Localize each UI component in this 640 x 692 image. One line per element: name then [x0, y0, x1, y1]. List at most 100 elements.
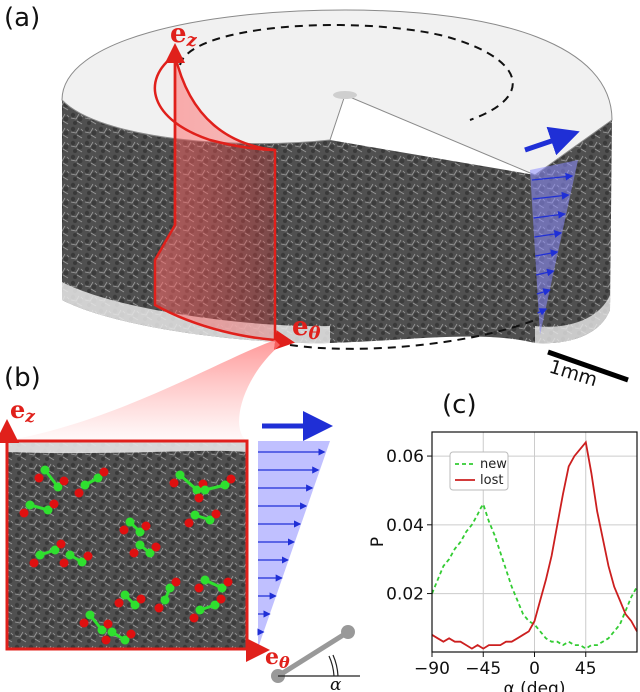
- contact-particle: [56, 539, 66, 549]
- shear-arrow: [532, 191, 570, 200]
- contact-particle: [43, 505, 53, 515]
- contact-particle: [135, 540, 145, 550]
- contact-particle: [160, 595, 170, 605]
- contact-particle: [40, 465, 50, 475]
- contact-particle: [220, 480, 230, 490]
- contact-particle: [154, 603, 164, 613]
- series-line-new: [431, 502, 638, 650]
- cylinder-cut-face: [330, 140, 535, 343]
- contact-particle: [29, 558, 39, 568]
- contact-particle: [74, 488, 84, 498]
- shear-arrow: [535, 249, 559, 257]
- contact-particle: [80, 480, 90, 490]
- contact-particle: [136, 594, 146, 604]
- contact-particle: [119, 525, 129, 535]
- contact-particle: [135, 527, 145, 537]
- shear-arrow: [531, 172, 574, 181]
- panel-a: (a) ez eθ 1mm: [4, 3, 629, 391]
- contact-particle: [34, 473, 44, 483]
- x-tick-label: −45: [465, 659, 501, 679]
- contact-particle: [189, 613, 199, 623]
- contact-particle: [195, 605, 205, 615]
- contact-particle: [120, 635, 130, 645]
- contact-particle: [141, 521, 151, 531]
- zoom-top-band: [7, 441, 247, 454]
- contact-particle: [200, 485, 210, 495]
- contact-particle: [49, 499, 59, 509]
- contact-particle: [145, 548, 155, 558]
- legend-label-new: new: [480, 457, 507, 472]
- shear-arrow: [536, 288, 552, 296]
- contact-particle: [216, 594, 226, 604]
- shear-arrow: [534, 230, 563, 238]
- x-axis-label: α (deg): [504, 679, 566, 692]
- shear-arrows-a: [531, 172, 574, 316]
- contact-particle: [194, 493, 204, 503]
- dashed-circle-top: [179, 24, 514, 121]
- contact-particle: [205, 515, 215, 525]
- contact-particle: [65, 550, 75, 560]
- y-tick-label: 0.02: [386, 585, 424, 605]
- angle-rod: [276, 629, 350, 679]
- cylinder-bottom-band-right: [535, 295, 610, 344]
- zoom-frame: [5, 439, 249, 651]
- x-tick-label: 0: [529, 659, 540, 679]
- scale-bar-label: 1mm: [547, 356, 600, 391]
- contact-particle: [223, 577, 233, 587]
- shear-arrow: [537, 308, 548, 316]
- etheta-label-b: eθ: [265, 644, 290, 672]
- cylinder-center: [333, 91, 357, 99]
- contact-particle: [129, 548, 139, 558]
- contact-particle: [114, 598, 124, 608]
- shear-profile-a: [530, 160, 578, 335]
- angle-arc-2: [332, 654, 339, 677]
- contact-pairs: [19, 465, 236, 645]
- shear-profile-b: [258, 441, 330, 648]
- shear-arrow: [535, 268, 555, 277]
- x-tick-label: 45: [575, 659, 597, 679]
- contact-particle: [85, 610, 95, 620]
- contact-particle: [25, 500, 35, 510]
- contact-particle: [130, 600, 140, 610]
- panel-c-label: (c): [442, 390, 477, 420]
- contact-particle: [107, 627, 117, 637]
- x-tick-label: −90: [414, 659, 450, 679]
- contact-particle: [184, 518, 194, 528]
- contact-particle: [101, 635, 111, 645]
- ez-label-a: ez: [170, 19, 198, 51]
- angle-label: α: [330, 675, 342, 692]
- contact-particle: [83, 551, 93, 561]
- zoom-image: [7, 441, 247, 649]
- y-axis-label: P: [368, 537, 388, 547]
- contact-particle: [103, 619, 113, 629]
- contact-particle: [169, 478, 179, 488]
- contact-particle: [19, 508, 29, 518]
- contact-particle: [175, 470, 185, 480]
- contact-particle: [50, 545, 60, 555]
- contact-particle: [211, 509, 221, 519]
- contact-particle: [194, 583, 204, 593]
- angle-arc: [328, 655, 335, 677]
- red-arc: [153, 53, 276, 152]
- y-tick-label: 0.04: [386, 516, 424, 536]
- contact-particle: [93, 473, 103, 483]
- shear-direction-arrow-a: [524, 126, 580, 156]
- angle-rod-end-right: [341, 625, 355, 639]
- panel-b-label: (b): [4, 363, 41, 393]
- contact-particle: [165, 583, 175, 593]
- contact-particle: [125, 517, 135, 527]
- contact-particle: [35, 550, 45, 560]
- contact-particle: [97, 625, 107, 635]
- series-line-lost: [431, 440, 638, 650]
- contact-particle: [151, 542, 161, 552]
- contact-particle: [77, 557, 87, 567]
- contact-particle: [200, 575, 210, 585]
- legend-label-lost: lost: [480, 473, 503, 488]
- shear-arrows-b: [257, 448, 326, 636]
- contact-particle: [126, 629, 136, 639]
- contact-particle: [79, 618, 89, 628]
